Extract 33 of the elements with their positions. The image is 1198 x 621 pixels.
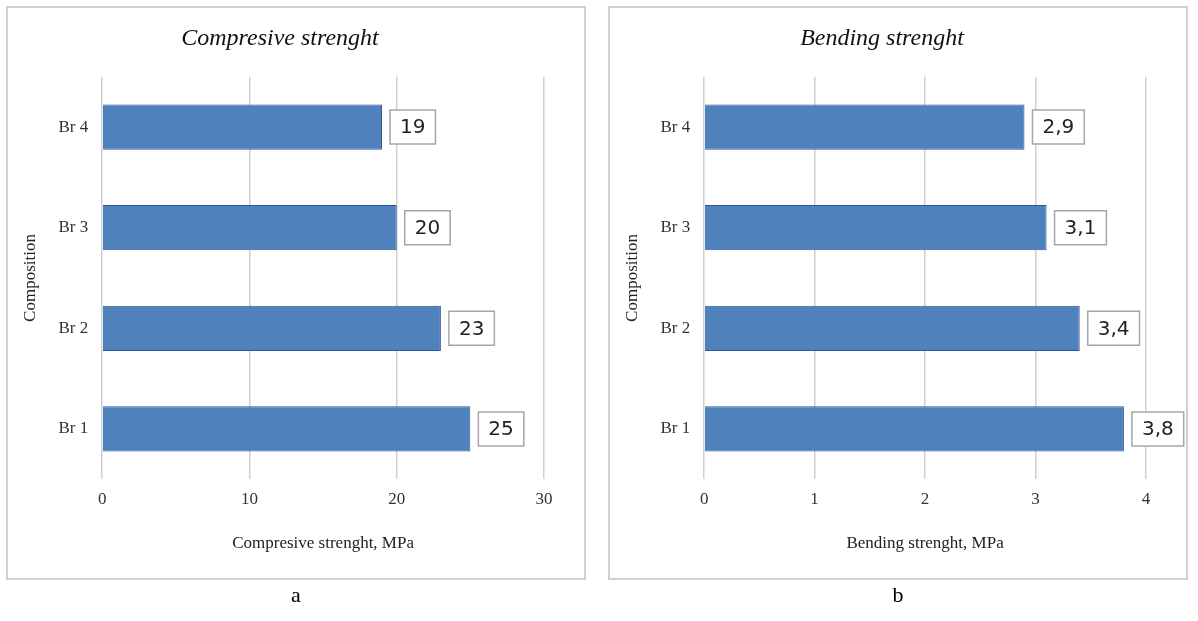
x-axis-title: Compresive strenght, MPa [232,533,415,553]
chart-title: Compresive strenght [181,23,381,50]
data-label: 25 [488,416,514,441]
data-label: 23 [458,315,485,340]
x-tick-label: 4 [1141,488,1151,508]
x-tick-label: 2 [920,488,930,508]
y-tick-label: Br 3 [660,217,691,237]
y-tick-label: Br 2 [58,317,89,337]
data-label: 3,8 [1141,416,1174,441]
chart-title: Bending strenght [800,23,966,50]
data-label: 20 [414,214,441,239]
x-tick-label: 0 [699,488,709,508]
data-label: 3,1 [1064,214,1097,239]
x-tick-label: 3 [1031,488,1040,508]
text: b [892,582,904,608]
x-tick-label: 0 [97,488,107,508]
y-tick-label: Br 2 [660,317,691,337]
text: a [291,582,301,608]
x-tick-label: 20 [388,488,406,508]
x-tick-label: 10 [240,488,258,508]
x-axis-title: Bending strenght, MPa [846,533,1005,553]
data-label: 19 [399,114,426,139]
y-tick-label: Br 4 [660,116,691,136]
y-axis-title: Composition [19,233,39,322]
y-tick-label: Br 1 [58,418,89,438]
y-tick-label: Br 3 [58,217,89,237]
data-label: 2,9 [1042,114,1075,139]
y-axis-title: Composition [621,233,641,322]
x-tick-label: 30 [535,488,553,508]
data-label: 3,4 [1097,315,1130,340]
x-tick-label: 1 [810,488,819,508]
y-tick-label: Br 4 [58,116,89,136]
y-tick-label: Br 1 [660,418,691,438]
